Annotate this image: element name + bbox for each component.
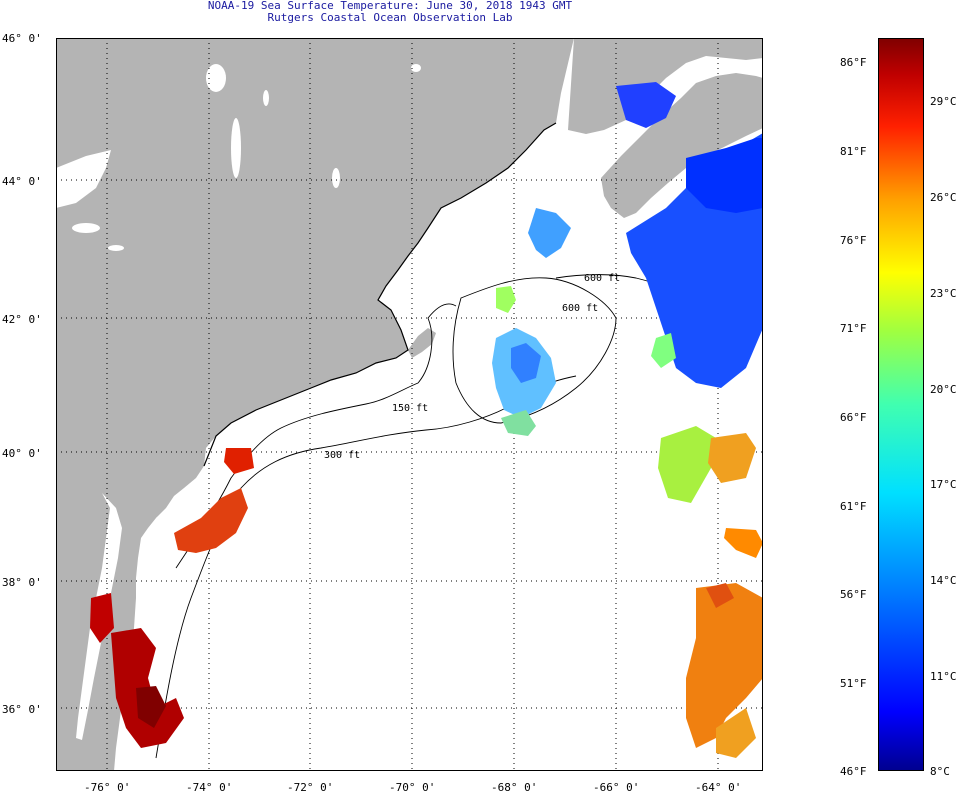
lat-label-42: 42° 0' — [2, 313, 42, 326]
cbar-c-17: 17°C — [930, 478, 957, 491]
contour-600ft-ring — [452, 277, 617, 424]
cbar-f-71: 71°F — [840, 322, 867, 335]
land-us-mainland — [56, 38, 574, 771]
cbar-c-14: 14°C — [930, 574, 957, 587]
map-subtitle: Rutgers Coastal Ocean Observation Lab — [267, 11, 513, 24]
coastline — [203, 122, 557, 467]
contour-150ft — [175, 303, 457, 569]
cbar-f-81: 81°F — [840, 145, 867, 158]
cbar-c-8: 8°C — [930, 765, 950, 778]
inland-lakes — [56, 64, 421, 251]
temperature-colorbar — [878, 38, 924, 771]
delaware-bay-water — [154, 508, 174, 538]
cbar-c-26: 26°C — [930, 191, 957, 204]
cbar-f-61: 61°F — [840, 500, 867, 513]
cbar-f-86: 86°F — [840, 56, 867, 69]
contour-label-600-b: 600 ft — [562, 303, 598, 314]
lon-label-68: -68° 0' — [491, 781, 538, 794]
land-cape-cod — [408, 328, 436, 358]
cbar-c-20: 20°C — [930, 383, 957, 396]
cbar-c-29: 29°C — [930, 95, 957, 108]
cbar-f-56: 56°F — [840, 588, 867, 601]
cbar-f-46: 46°F — [840, 765, 867, 778]
lat-label-38: 38° 0' — [2, 576, 42, 589]
lon-label-72: -72° 0' — [287, 781, 334, 794]
cbar-c-11: 11°C — [930, 670, 957, 683]
lon-label-74: -74° 0' — [186, 781, 233, 794]
contour-300ft — [155, 375, 577, 759]
lat-label-46: 46° 0' — [2, 32, 42, 45]
lon-label-66: -66° 0' — [593, 781, 640, 794]
cbar-c-23: 23°C — [930, 287, 957, 300]
cbar-f-76: 76°F — [840, 234, 867, 247]
land-nova-scotia — [601, 73, 763, 218]
lat-label-36: 36° 0' — [2, 703, 42, 716]
long-island-sound — [206, 388, 332, 452]
lon-label-64: -64° 0' — [695, 781, 742, 794]
contour-label-600-a: 600 ft — [584, 273, 620, 284]
cbar-f-66: 66°F — [840, 411, 867, 424]
lat-label-44: 44° 0' — [2, 175, 42, 188]
map-frame — [56, 38, 763, 771]
lon-label-70: -70° 0' — [389, 781, 436, 794]
land-new-brunswick — [568, 38, 763, 134]
lat-label-40: 40° 0' — [2, 447, 42, 460]
bathymetry-contours — [155, 274, 687, 759]
map-title: NOAA-19 Sea Surface Temperature: June 30… — [207, 0, 573, 12]
sst-patches — [90, 82, 763, 758]
cbar-f-51: 51°F — [840, 677, 867, 690]
sst-map: 150 ft 300 ft 600 ft 600 ft — [56, 38, 763, 771]
lon-label-76: -76° 0' — [84, 781, 131, 794]
contour-label-150: 150 ft — [392, 403, 428, 414]
contour-label-300: 300 ft — [324, 450, 360, 461]
